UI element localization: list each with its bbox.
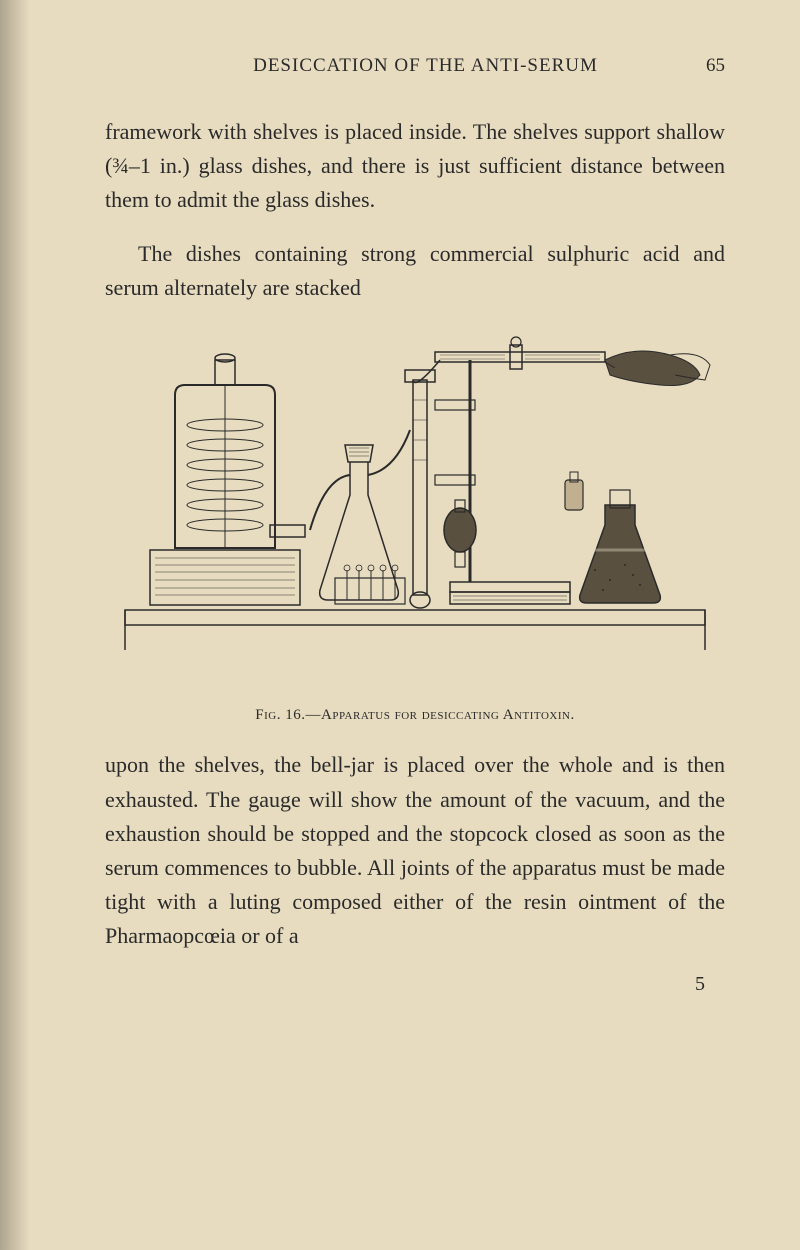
page-binding-shadow [0,0,30,1250]
page-number: 65 [706,55,725,77]
running-title: DESICCATION OF THE ANTI-SERUM [105,55,706,77]
hand-illustration [605,351,710,386]
paragraph-2: The dishes containing strong commercial … [105,237,725,305]
figure-container: Fig. 16.—Apparatus for desiccating Antit… [105,330,725,724]
paragraph-1: framework with shelves is placed inside.… [105,115,725,217]
wooden-base-left [150,550,300,605]
bell-jar [175,354,305,548]
signature-number: 5 [105,973,725,996]
figure-caption: Fig. 16.—Apparatus for desiccating Antit… [105,707,725,724]
apparatus-illustration [115,330,715,690]
bottle-rack [335,565,405,604]
running-header: DESICCATION OF THE ANTI-SERUM 65 [105,55,725,77]
page-content: DESICCATION OF THE ANTI-SERUM 65 framewo… [0,0,800,1250]
top-tube-assembly [413,337,605,383]
dark-flask-right [580,490,661,603]
vacuum-gauge [405,370,435,608]
paragraph-3: upon the shelves, the bell-jar is placed… [105,748,725,953]
small-bottle [565,472,583,510]
